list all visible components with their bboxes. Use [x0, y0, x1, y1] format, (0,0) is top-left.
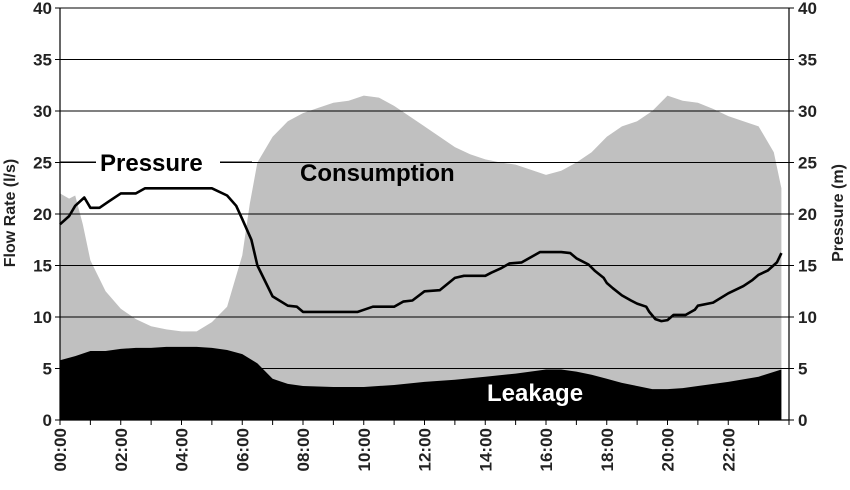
- x-tick-label: 18:00: [598, 428, 617, 471]
- y-axis-left-ticks: 0 5 10 15 20 25 30 35 40: [33, 0, 60, 430]
- x-tick-label: 06:00: [233, 428, 252, 471]
- x-tick-label: 04:00: [173, 428, 192, 471]
- x-tick-label: 02:00: [112, 428, 131, 471]
- x-tick-label: 10:00: [355, 428, 374, 471]
- y2-tick-label: 10: [798, 308, 817, 327]
- y-tick-label: 0: [43, 411, 52, 430]
- y2-tick-label: 25: [798, 154, 817, 173]
- x-tick-label: 12:00: [416, 428, 435, 471]
- series-pressure-line: [59, 187, 783, 323]
- y-tick-label: 10: [33, 308, 52, 327]
- y2-tick-label: 0: [798, 411, 807, 430]
- x-tick-label: 20:00: [659, 428, 678, 471]
- y2-tick-label: 20: [798, 205, 817, 224]
- y2-tick-label: 40: [798, 0, 817, 18]
- plot-areas: [60, 95, 782, 420]
- consumption-annotation: Consumption: [300, 160, 455, 187]
- y-axis-right-title: Pressure (m): [830, 164, 847, 262]
- x-tick-label: 08:00: [294, 428, 313, 471]
- y-tick-label: 5: [43, 360, 52, 379]
- y-tick-label: 35: [33, 51, 52, 70]
- y-tick-label: 40: [33, 0, 52, 18]
- series-leakage-area: [60, 346, 782, 420]
- y2-tick-label: 30: [798, 102, 817, 121]
- y-axis-right-ticks: 0 5 10 15 20 25 30 35 40: [789, 0, 817, 430]
- x-tick-label: 00:00: [51, 428, 70, 471]
- leakage-annotation: Leakage: [487, 380, 583, 407]
- pressure-label-background: [96, 148, 220, 178]
- y-tick-label: 20: [33, 205, 52, 224]
- y-tick-label: 15: [33, 257, 52, 276]
- pressure-annotation: Pressure: [100, 150, 203, 177]
- x-axis-ticks: 00:00 02:00 04:00 06:00 08:00 10:00 12:00 14:00…: [51, 420, 790, 471]
- x-tick-label: 22:00: [719, 428, 738, 471]
- y-tick-label: 30: [33, 102, 52, 121]
- plot-lines: [59, 187, 783, 323]
- x-tick-label: 14:00: [476, 428, 495, 471]
- y2-tick-label: 35: [798, 51, 817, 70]
- y-axis-left-title: Flow Rate (l/s): [2, 159, 19, 267]
- y-tick-label: 25: [33, 154, 52, 173]
- y2-tick-label: 5: [798, 360, 807, 379]
- series-consumption-area: [60, 95, 782, 420]
- y2-tick-label: 15: [798, 257, 817, 276]
- x-tick-label: 16:00: [537, 428, 556, 471]
